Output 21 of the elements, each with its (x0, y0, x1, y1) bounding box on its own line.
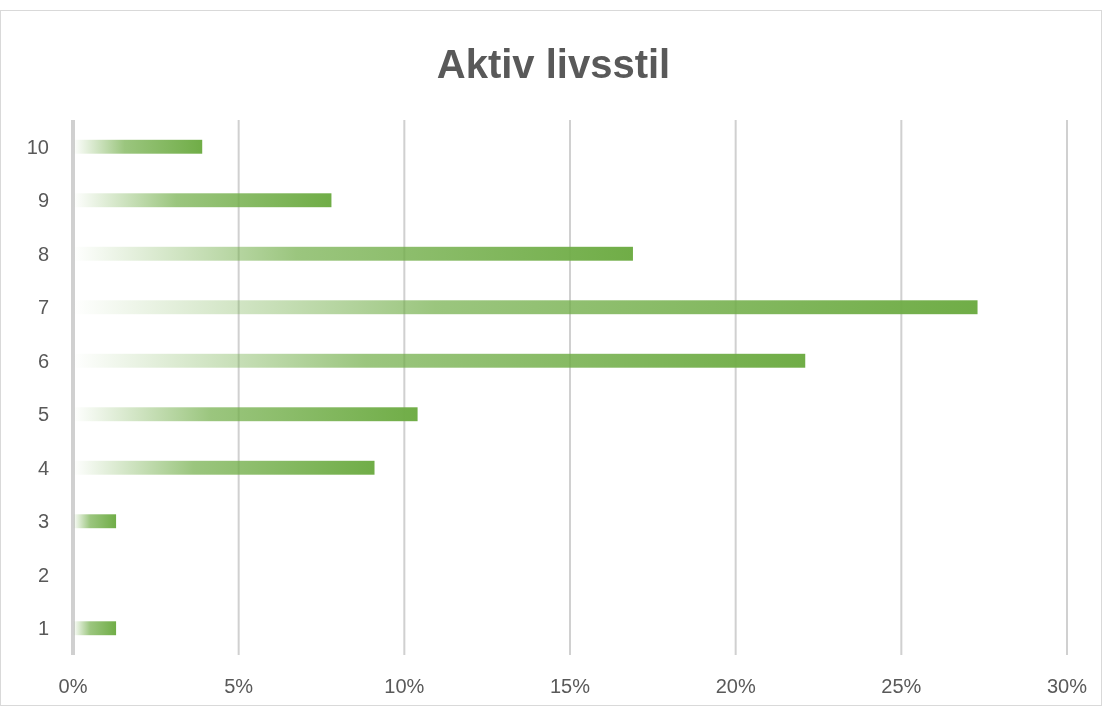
y-tick-label: 5 (37, 403, 49, 426)
chart-title: Aktiv livsstil (436, 42, 671, 86)
y-tick-label: 6 (37, 349, 49, 372)
y-tick-label: 7 (37, 296, 49, 319)
x-tick-label: 10% (384, 675, 425, 697)
y-tick-label: 3 (37, 510, 49, 533)
x-tick-label: 15% (549, 675, 591, 697)
x-tick-label: 0% (58, 675, 88, 697)
x-tick-label: 20% (715, 675, 756, 697)
y-tick-label: 9 (37, 189, 49, 212)
bar (73, 514, 117, 529)
x-tick-label: 5% (224, 675, 254, 697)
y-tick-label: 2 (37, 563, 49, 586)
y-tick-label: 10 (26, 135, 49, 158)
bar (73, 139, 203, 154)
y-tick-label: 1 (37, 617, 49, 640)
x-tick-label: 30% (1046, 675, 1088, 697)
y-tick-label: 4 (37, 456, 49, 479)
bar (73, 621, 117, 636)
y-tick-label: 8 (37, 242, 49, 265)
x-tick-label: 25% (881, 675, 922, 697)
